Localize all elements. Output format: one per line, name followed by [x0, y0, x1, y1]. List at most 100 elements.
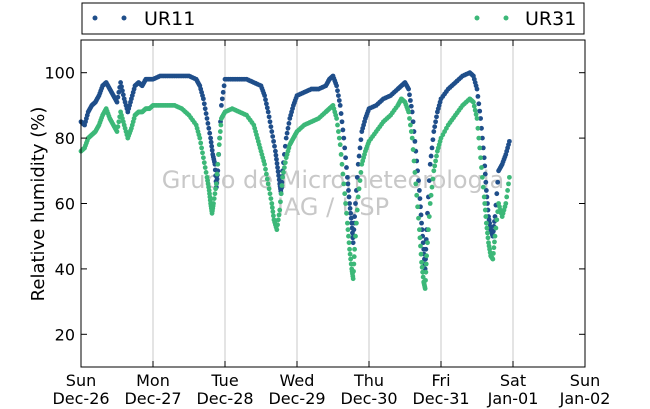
data-point: [215, 161, 221, 167]
data-point: [479, 165, 484, 170]
data-point: [408, 103, 414, 109]
data-point: [114, 99, 120, 105]
data-point: [483, 179, 489, 185]
data-point: [432, 124, 438, 130]
data-point: [355, 161, 361, 167]
data-point: [357, 178, 363, 184]
data-point: [205, 120, 211, 126]
data-point: [197, 135, 203, 141]
data-point: [343, 155, 348, 161]
data-point: [493, 225, 499, 231]
data-point: [282, 143, 288, 149]
series-ur11: [78, 70, 512, 272]
data-point: [427, 161, 433, 167]
data-point: [483, 214, 489, 219]
data-point: [431, 129, 437, 134]
data-point: [355, 194, 361, 200]
data-point: [201, 101, 207, 107]
data-point: [354, 220, 359, 226]
watermark-line-2: IAG / USP: [277, 193, 389, 221]
data-point: [411, 158, 417, 164]
series-ur31: [78, 96, 512, 291]
data-point: [201, 96, 206, 102]
x-tick-label-day: Mon: [136, 371, 170, 390]
data-point: [357, 145, 363, 151]
data-point: [478, 155, 483, 161]
data-point: [276, 173, 282, 179]
data-point: [348, 256, 354, 262]
data-point: [471, 99, 476, 105]
data-point: [483, 220, 489, 226]
data-point: [200, 150, 205, 156]
data-point: [407, 92, 412, 98]
data-point: [216, 142, 222, 148]
data-point: [347, 251, 353, 257]
data-point: [278, 191, 284, 197]
x-tick-label-day: Thu: [353, 371, 384, 390]
data-point: [412, 170, 418, 175]
data-point: [351, 254, 357, 260]
x-tick-label-date: Dec-28: [196, 389, 253, 408]
data-point: [495, 179, 501, 185]
data-point: [419, 264, 425, 270]
data-point: [416, 215, 421, 221]
data-point: [347, 206, 353, 211]
data-point: [431, 168, 437, 174]
data-point: [358, 137, 364, 143]
data-point: [118, 80, 123, 85]
x-tick-label-day: Sun: [66, 371, 96, 390]
data-point: [341, 135, 347, 141]
data-point: [482, 201, 488, 206]
data-point: [418, 251, 424, 257]
data-point: [350, 240, 356, 246]
data-point: [418, 212, 424, 218]
data-point: [272, 143, 277, 149]
data-point: [351, 227, 357, 233]
x-tick-label-date: Dec-27: [124, 389, 181, 408]
data-point: [219, 96, 225, 102]
data-point: [198, 140, 204, 146]
data-point: [407, 116, 412, 121]
data-point: [356, 186, 362, 192]
data-point: [276, 212, 282, 218]
data-point: [266, 186, 272, 192]
y-axis-label: Relative humidity (%): [28, 107, 49, 302]
legend-label-ur31: UR31: [525, 8, 576, 30]
data-point: [429, 145, 435, 151]
data-point: [485, 235, 491, 241]
data-point: [219, 103, 224, 108]
data-point: [419, 259, 424, 265]
data-point: [417, 196, 423, 201]
x-tick-label-date: Dec-26: [52, 389, 109, 408]
x-tick-label-date: Dec-29: [268, 389, 325, 408]
data-point: [220, 89, 226, 95]
data-point: [343, 201, 348, 206]
data-point: [262, 93, 267, 98]
data-point: [213, 186, 219, 192]
y-tick-label: 20: [55, 325, 75, 344]
x-axis: SunDec-26MonDec-27TueDec-28WedDec-29ThuD…: [52, 40, 610, 408]
data-point: [485, 230, 490, 236]
data-point: [207, 130, 213, 136]
data-point: [507, 174, 512, 180]
data-point: [409, 135, 415, 141]
data-point: [274, 227, 280, 233]
data-point: [358, 170, 364, 175]
data-point: [490, 256, 496, 262]
data-point: [479, 125, 484, 131]
data-point: [265, 109, 271, 115]
data-point: [484, 225, 490, 231]
data-point: [275, 169, 281, 175]
data-point: [282, 165, 287, 170]
data-point: [474, 116, 480, 121]
data-point: [492, 233, 498, 239]
data-point: [492, 239, 497, 245]
data-point: [211, 201, 216, 206]
data-point: [269, 201, 275, 206]
y-tick-label: 40: [55, 260, 75, 279]
data-point: [347, 246, 352, 252]
data-point: [277, 207, 283, 213]
data-point: [354, 174, 360, 180]
data-point: [269, 205, 275, 210]
data-point: [427, 201, 433, 206]
